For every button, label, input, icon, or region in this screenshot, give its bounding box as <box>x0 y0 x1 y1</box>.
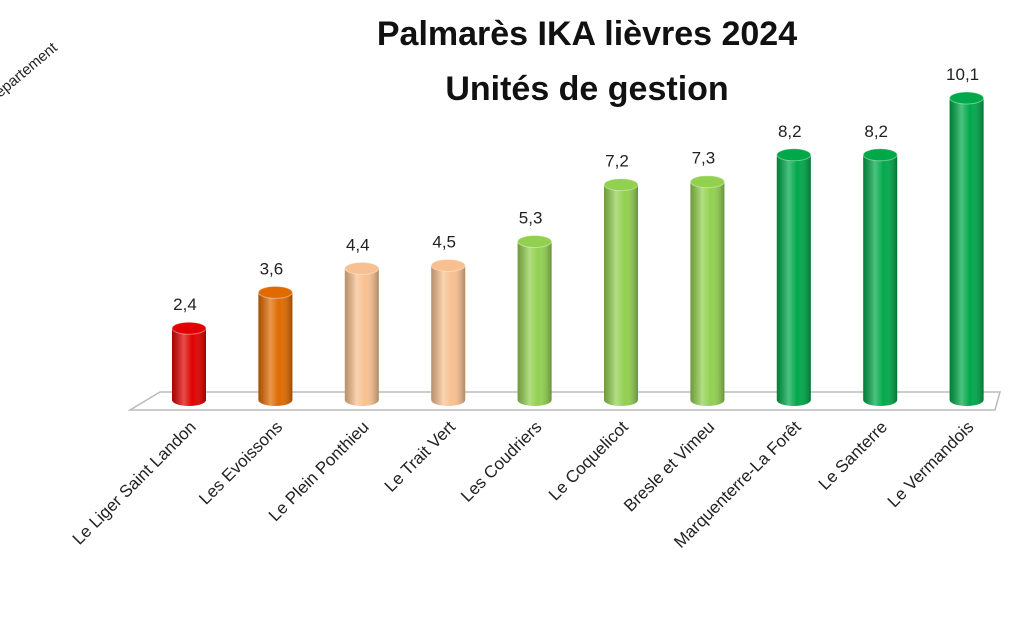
value-label: 4,5 <box>432 232 456 251</box>
bar-top <box>603 178 639 192</box>
x-tick-label: Le Liger Saint Landon <box>69 417 200 548</box>
x-tick-label: Le Santerre <box>815 417 891 493</box>
value-label: 10,1 <box>946 65 979 84</box>
bar-top <box>517 235 553 249</box>
bar-shade <box>172 328 206 406</box>
bar-shade <box>604 184 638 406</box>
value-label: 5,3 <box>519 209 543 228</box>
value-label: 2,4 <box>173 295 197 314</box>
x-tick-label: Le Trait Vert <box>381 417 459 495</box>
value-label: 7,2 <box>605 152 629 171</box>
bar-shade <box>258 292 293 406</box>
bar-top <box>344 261 380 275</box>
x-tick-label: Bresle et Vimeu <box>620 417 718 515</box>
bar-top <box>949 91 985 105</box>
bar-top <box>689 175 725 189</box>
bar-shade <box>690 181 725 407</box>
x-tick-label: Les Coudriers <box>457 417 545 505</box>
bar-top <box>171 321 207 335</box>
bar-shade <box>431 265 466 407</box>
bar-shade <box>949 98 984 407</box>
annotation: epartement <box>0 39 61 101</box>
x-tick-label: Le Vermandois <box>884 417 978 511</box>
x-tick-label: Le Coquelicot <box>545 417 632 504</box>
chart-title: Palmarès IKA lièvres 2024 <box>377 15 797 53</box>
value-label: 8,2 <box>778 122 802 141</box>
value-label: 4,4 <box>346 235 370 254</box>
value-label: 3,6 <box>260 259 284 278</box>
chart-subtitle: Unités de gestion <box>445 70 728 108</box>
bar-top <box>430 258 466 272</box>
bar-shade <box>863 154 898 407</box>
value-label: 8,2 <box>864 122 888 141</box>
x-tick-label: Les Evoissons <box>195 417 286 508</box>
value-label: 7,3 <box>692 149 716 168</box>
bar-top <box>257 285 293 299</box>
bar-top <box>862 148 898 162</box>
bar-shade <box>344 268 379 407</box>
bar-top <box>776 148 812 162</box>
bar-shade <box>776 154 811 407</box>
bar-shade <box>517 241 552 406</box>
